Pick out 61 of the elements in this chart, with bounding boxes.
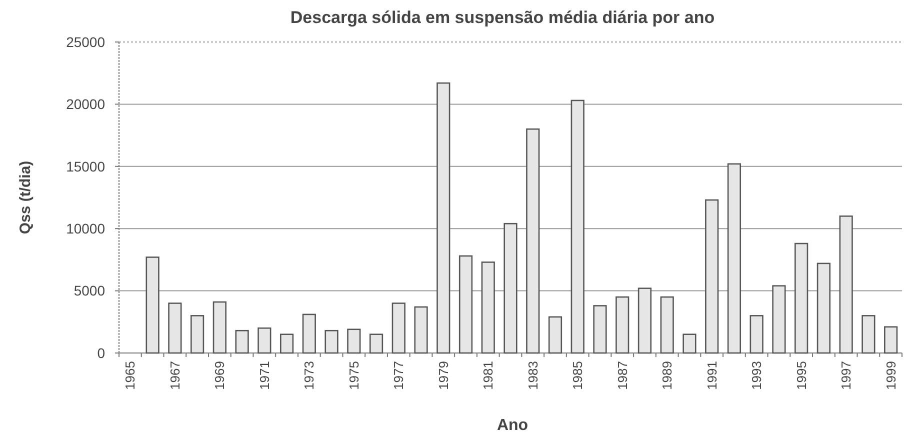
chart-title: Descarga sólida em suspensão média diária por ano bbox=[290, 8, 715, 27]
bar bbox=[616, 296, 630, 354]
y-tick-label: 15000 bbox=[66, 158, 106, 174]
bar bbox=[839, 216, 853, 354]
bar bbox=[593, 305, 607, 354]
x-tick-label: 1983 bbox=[525, 361, 540, 390]
x-tick-label: 1977 bbox=[391, 361, 406, 390]
bar bbox=[727, 163, 742, 354]
bar bbox=[705, 199, 719, 354]
bar bbox=[750, 315, 764, 354]
bar bbox=[862, 315, 876, 354]
bar bbox=[190, 315, 204, 354]
bar bbox=[369, 334, 384, 354]
x-tick-label: 1997 bbox=[838, 361, 854, 390]
bar bbox=[392, 302, 406, 354]
bar bbox=[302, 314, 316, 354]
bar bbox=[347, 328, 361, 354]
x-tick-label: 1975 bbox=[346, 361, 362, 390]
x-tick-label: 1971 bbox=[256, 361, 272, 390]
bar bbox=[168, 302, 182, 354]
y-axis-title: Qss (t/dia) bbox=[17, 160, 34, 234]
bar bbox=[146, 256, 160, 354]
x-tick-label: 1981 bbox=[480, 361, 496, 390]
x-tick-label: 1985 bbox=[570, 361, 586, 390]
x-tick-label: 1965 bbox=[122, 361, 138, 390]
bar bbox=[504, 222, 518, 354]
x-tick-label: 1993 bbox=[749, 361, 764, 390]
bar bbox=[816, 262, 830, 354]
x-tick-label: 1973 bbox=[302, 361, 317, 390]
y-tick-label: 5000 bbox=[74, 282, 106, 299]
bar bbox=[324, 330, 338, 354]
bar bbox=[235, 330, 249, 354]
bar bbox=[660, 296, 674, 354]
bar bbox=[212, 301, 226, 354]
x-tick-label: 1979 bbox=[436, 361, 451, 390]
bar bbox=[481, 262, 495, 354]
x-tick-label: 1991 bbox=[704, 361, 720, 390]
bar bbox=[526, 128, 540, 354]
bar bbox=[414, 306, 428, 354]
bar bbox=[884, 326, 898, 354]
bar bbox=[794, 242, 808, 354]
bar bbox=[258, 327, 272, 354]
bar bbox=[280, 334, 294, 354]
bar bbox=[682, 334, 696, 354]
bar bbox=[548, 316, 562, 354]
x-tick-label: 1995 bbox=[794, 361, 809, 390]
bar bbox=[772, 285, 786, 354]
x-tick-label: 1987 bbox=[614, 361, 630, 390]
bar bbox=[570, 100, 584, 354]
x-tick-label: 1989 bbox=[660, 361, 675, 390]
x-tick-label: 1967 bbox=[167, 361, 182, 390]
y-tick-label: 0 bbox=[97, 344, 106, 361]
bar bbox=[436, 82, 450, 354]
bar bbox=[458, 255, 473, 354]
y-tick-label: 10000 bbox=[66, 220, 106, 236]
x-tick-label: 1999 bbox=[883, 361, 898, 390]
y-tick-label: 20000 bbox=[66, 96, 106, 112]
bar bbox=[638, 288, 652, 354]
x-tick-label: 1969 bbox=[212, 361, 228, 390]
y-tick-label: 25000 bbox=[66, 34, 106, 50]
x-axis-title: Ano bbox=[496, 417, 528, 434]
